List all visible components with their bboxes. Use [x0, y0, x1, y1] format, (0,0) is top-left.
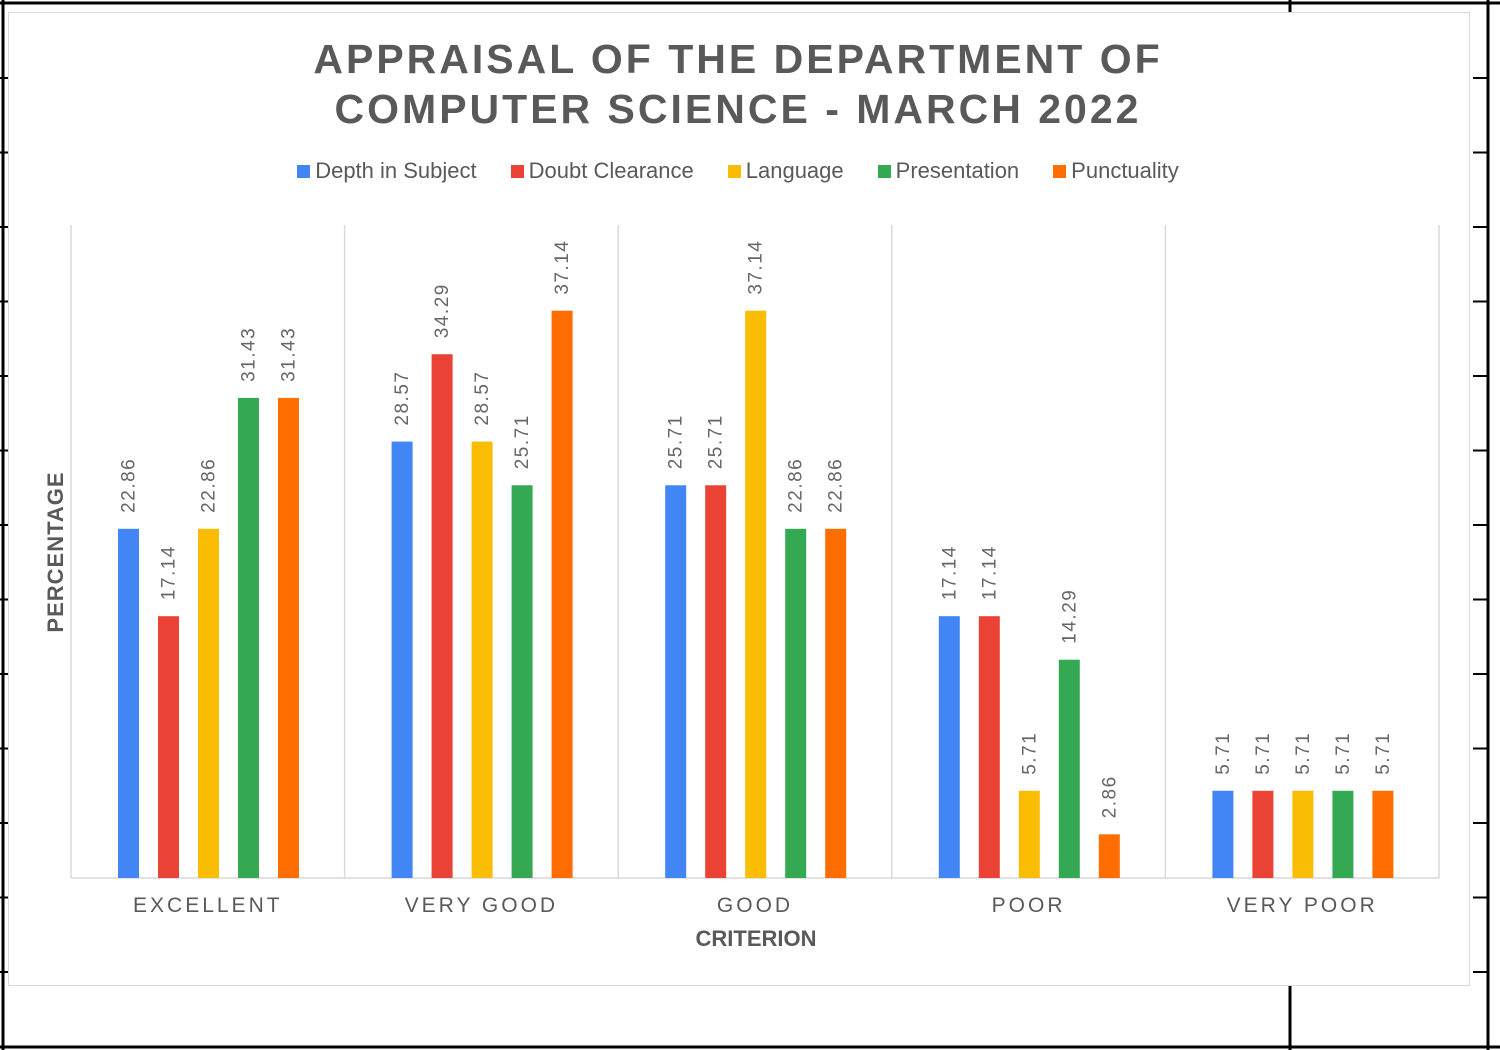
legend-swatch	[510, 164, 524, 178]
legend-label: Depth in Subject	[315, 158, 477, 183]
x-axis-title: CRITERION	[696, 926, 817, 951]
data-label: 22.86	[119, 458, 140, 513]
legend-swatch	[1053, 164, 1067, 178]
chart-title-line-2: COMPUTER SCIENCE - MARCH 2022	[334, 86, 1142, 132]
bar	[825, 528, 847, 878]
x-tick-label: VERY POOR	[1227, 894, 1378, 917]
bar	[238, 397, 259, 878]
legend-label: Language	[745, 158, 844, 183]
data-label: 34.29	[432, 283, 453, 338]
legend-label: Punctuality	[1071, 158, 1179, 183]
data-label: 5.71	[1213, 732, 1234, 775]
bar	[938, 616, 960, 878]
legend: Depth in Subject Doubt Clearance Languag…	[8, 158, 1468, 184]
chart-title-line-1: APPRAISAL OF THE DEPARTMENT OF	[313, 36, 1163, 82]
legend-item-presentation: Presentation	[877, 158, 1020, 184]
bar	[785, 528, 807, 878]
data-label: 5.71	[1019, 732, 1040, 775]
bar	[1018, 790, 1040, 878]
bar	[158, 616, 179, 878]
bar	[1098, 834, 1120, 878]
data-label: 22.86	[826, 458, 847, 513]
bar	[1292, 790, 1314, 878]
legend-swatch	[297, 164, 311, 178]
x-tick-label: GOOD	[717, 894, 793, 917]
data-label: 22.86	[786, 458, 807, 513]
bar	[1212, 790, 1234, 878]
legend-label: Presentation	[895, 158, 1020, 183]
data-label: 2.86	[1099, 775, 1120, 818]
data-label: 5.71	[1333, 732, 1354, 775]
data-label: 17.14	[979, 545, 1000, 600]
data-label: 28.57	[472, 371, 493, 426]
legend-item-language: Language	[727, 158, 844, 184]
bar	[118, 528, 139, 878]
data-label: 5.71	[1253, 732, 1274, 775]
x-tick-label: POOR	[992, 894, 1066, 917]
bar	[511, 485, 533, 878]
bar	[278, 397, 299, 878]
legend-swatch	[727, 164, 741, 178]
data-label: 25.71	[706, 414, 727, 469]
chart-title: APPRAISAL OF THE DEPARTMENT OF COMPUTER …	[8, 34, 1468, 134]
x-tick-label: EXCELLENT	[133, 894, 283, 917]
bar	[705, 485, 727, 878]
bar	[665, 485, 687, 878]
legend-swatch	[877, 164, 891, 178]
data-label: 25.71	[666, 414, 687, 469]
legend-item-punctuality: Punctuality	[1053, 158, 1179, 184]
data-label: 25.71	[512, 414, 533, 469]
x-tick-label: VERY GOOD	[405, 894, 558, 917]
data-label: 31.43	[239, 327, 260, 382]
data-label: 28.57	[392, 371, 413, 426]
legend-label: Doubt Clearance	[528, 158, 694, 183]
data-label: 31.43	[279, 327, 300, 382]
bar	[1058, 659, 1080, 878]
bar	[745, 310, 767, 878]
legend-item-doubt-clearance: Doubt Clearance	[510, 158, 694, 184]
bar	[471, 441, 493, 878]
data-label: 17.14	[939, 545, 960, 600]
bar	[391, 441, 413, 878]
data-label: 5.71	[1373, 732, 1394, 775]
legend-item-depth-in-subject: Depth in Subject	[297, 158, 477, 184]
data-label: 37.14	[746, 240, 767, 295]
bar	[978, 616, 1000, 878]
data-label: 17.14	[159, 545, 180, 600]
bar	[198, 528, 219, 878]
bar	[1372, 790, 1394, 878]
data-label: 37.14	[552, 240, 573, 295]
data-label: 22.86	[199, 458, 220, 513]
bar	[1252, 790, 1274, 878]
data-label: 14.29	[1059, 589, 1080, 644]
y-axis-title: PERCENTAGE	[43, 471, 68, 632]
bar	[431, 354, 453, 879]
bar	[1332, 790, 1354, 878]
data-label: 5.71	[1293, 732, 1314, 775]
bar	[551, 310, 573, 878]
